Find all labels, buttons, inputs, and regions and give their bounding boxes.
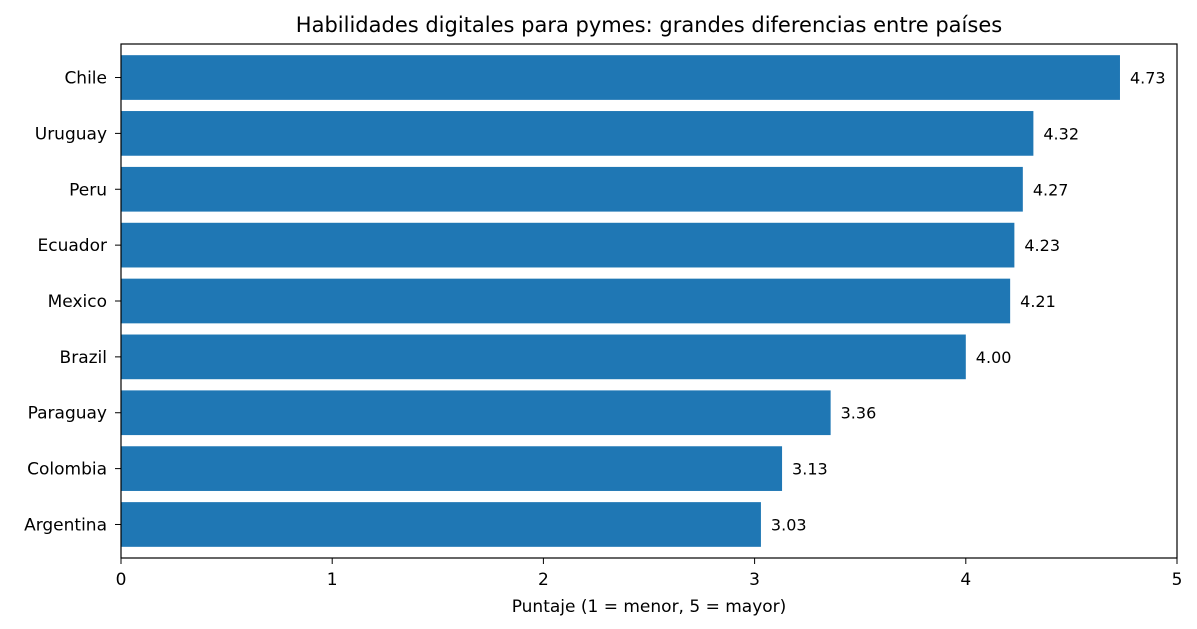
bars-group <box>121 55 1120 547</box>
x-tick-label: 3 <box>749 570 760 590</box>
bar-uruguay <box>121 111 1034 156</box>
data-labels: 4.73 4.32 4.27 4.23 4.21 4.00 3.36 3.13 3.03 <box>771 69 1166 535</box>
bar-argentina <box>121 502 761 547</box>
data-label: 3.36 <box>841 404 877 423</box>
data-label: 3.03 <box>771 515 807 534</box>
data-label: 4.73 <box>1130 69 1166 88</box>
data-label: 4.21 <box>1020 292 1056 311</box>
y-tick-label: Chile <box>64 69 107 89</box>
x-tick-label: 2 <box>538 570 549 590</box>
y-tick-labels: Chile Uruguay Peru Ecuador Mexico Brazil Parag… <box>24 69 121 535</box>
data-label: 4.23 <box>1024 236 1060 255</box>
bar-colombia <box>121 446 783 491</box>
x-tick-label: 5 <box>1172 570 1183 590</box>
y-tick-label: Argentina <box>24 515 107 535</box>
x-ticks: 0 1 2 3 4 5 <box>116 558 1183 590</box>
bar-peru <box>121 166 1023 212</box>
bar-paraguay <box>121 390 831 436</box>
plot-frame <box>120 43 1178 559</box>
bar-ecuador <box>121 222 1015 268</box>
y-tick-label: Uruguay <box>35 124 107 144</box>
data-label: 3.13 <box>792 460 828 479</box>
y-tick-label: Mexico <box>48 292 107 312</box>
y-tick-label: Paraguay <box>28 404 107 424</box>
bar-mexico <box>121 278 1011 324</box>
x-tick-label: 1 <box>327 570 338 590</box>
x-tick-label: 0 <box>116 570 127 590</box>
y-tick-label: Peru <box>69 180 107 200</box>
y-tick-label: Colombia <box>27 460 107 480</box>
bar-brazil <box>121 334 966 380</box>
data-label: 4.27 <box>1033 180 1069 199</box>
x-tick-label: 4 <box>960 570 971 590</box>
chart-title: Habilidades digitales para pymes: grande… <box>296 13 1002 37</box>
data-label: 4.00 <box>976 348 1012 367</box>
bar-chile <box>121 55 1120 100</box>
data-label: 4.32 <box>1043 124 1079 143</box>
y-tick-label: Brazil <box>60 348 107 368</box>
x-axis-label: Puntaje (1 = menor, 5 = mayor) <box>512 597 787 617</box>
y-tick-label: Ecuador <box>38 236 107 256</box>
